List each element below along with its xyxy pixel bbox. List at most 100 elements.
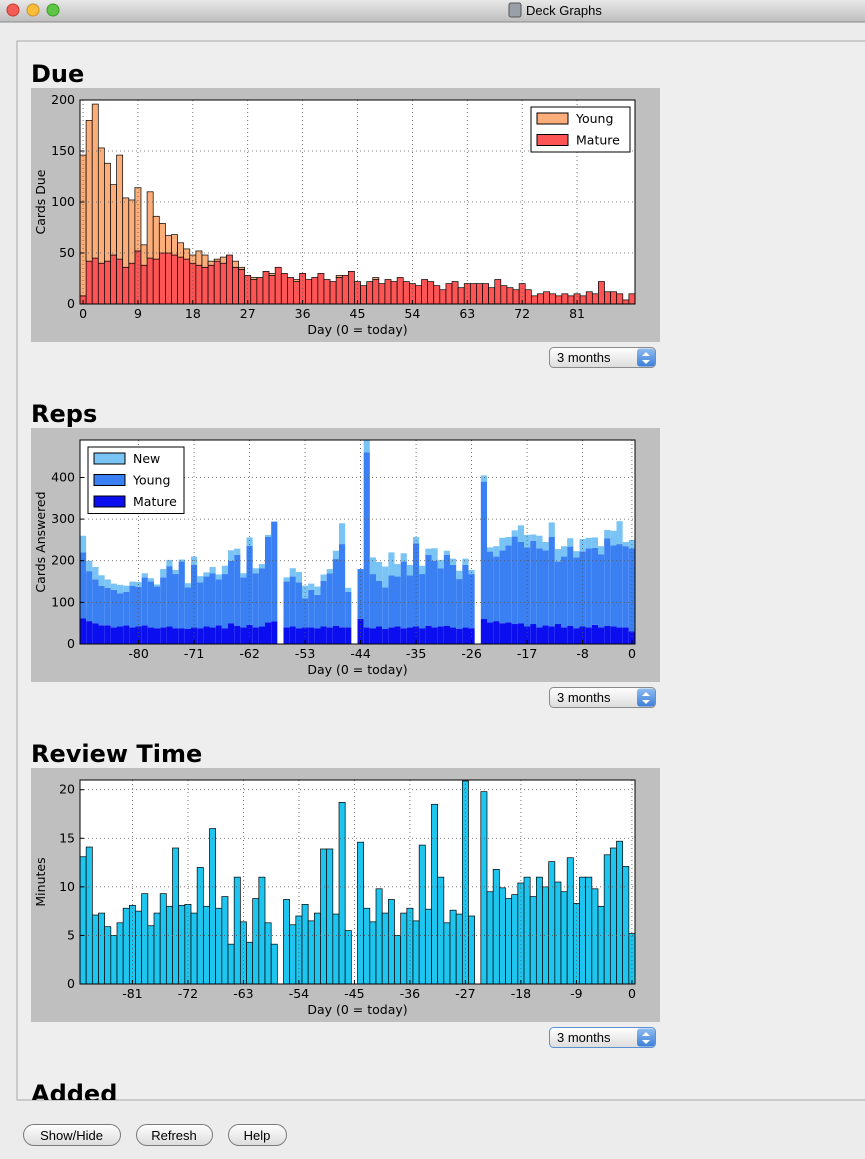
bar: [591, 547, 598, 625]
dropdown-arrows[interactable]: [637, 688, 655, 707]
period-dropdown[interactable]: 3 months: [549, 687, 656, 708]
arrow-icon: [642, 692, 650, 704]
x-tick-label: -44: [350, 646, 370, 661]
bar: [372, 279, 380, 305]
bar: [573, 551, 580, 558]
button-label[interactable]: Help: [244, 1128, 271, 1143]
bar: [203, 576, 210, 627]
dropdown-arrows[interactable]: [637, 348, 655, 367]
bar: [197, 628, 204, 644]
bar: [314, 586, 321, 595]
dropdown-box[interactable]: [549, 1027, 656, 1048]
period-dropdown[interactable]: 3 months: [549, 1027, 656, 1048]
bar: [256, 277, 264, 305]
bar: [628, 293, 636, 305]
bar: [524, 289, 532, 305]
bar: [271, 621, 278, 644]
button[interactable]: [228, 1124, 287, 1146]
bar: [104, 926, 112, 985]
bar: [524, 534, 531, 548]
bar: [221, 628, 228, 644]
button-label[interactable]: Show/Hide: [40, 1128, 103, 1143]
x-tick-label: -8: [576, 646, 589, 661]
bar: [92, 579, 99, 624]
bar: [86, 571, 93, 622]
bar: [494, 279, 502, 305]
close-button[interactable]: [6, 3, 20, 17]
y-tick-label: 300: [51, 511, 75, 526]
x-tick-label: -81: [122, 986, 142, 1001]
bar: [567, 295, 575, 305]
bar: [369, 628, 376, 644]
content: Due 3 months Reps 3 months Review Time 3 mont…: [31, 60, 660, 1100]
bar: [597, 905, 605, 985]
bar: [424, 908, 432, 985]
button[interactable]: [136, 1124, 213, 1146]
zoom-button[interactable]: [46, 3, 60, 17]
bar: [505, 537, 512, 546]
bar: [158, 223, 166, 254]
y-tick-label: 15: [59, 830, 75, 845]
x-axis-label: Day (0 = today): [307, 662, 407, 677]
bar: [572, 903, 580, 985]
x-tick-label: 63: [459, 306, 475, 321]
bar: [456, 570, 463, 580]
bar: [129, 581, 136, 586]
bar: [609, 847, 617, 985]
bar: [308, 583, 315, 590]
y-tick-label: 100: [51, 594, 75, 609]
bar: [98, 575, 105, 586]
bar: [369, 574, 376, 629]
dropdown-arrows[interactable]: [637, 1028, 655, 1047]
bar: [227, 943, 235, 985]
bar: [536, 627, 543, 644]
bar: [244, 275, 252, 305]
bar: [480, 475, 487, 482]
bar: [335, 277, 343, 305]
x-tick-label: 72: [514, 306, 530, 321]
bar: [209, 573, 216, 628]
bar: [542, 550, 549, 626]
bar: [433, 285, 441, 305]
legend-swatch: [93, 495, 126, 508]
bar: [561, 556, 568, 628]
dropdown-box[interactable]: [549, 347, 656, 368]
bar: [604, 625, 611, 644]
bar: [554, 881, 562, 985]
period-dropdown[interactable]: 3 months: [549, 347, 656, 368]
bar: [117, 584, 124, 594]
bar: [104, 625, 111, 644]
dropdown-box[interactable]: [549, 687, 656, 708]
bar: [579, 626, 586, 644]
bar: [326, 569, 333, 574]
bar: [554, 549, 561, 562]
title-bar: [0, 0, 865, 22]
bar: [116, 258, 124, 305]
bar: [339, 544, 346, 628]
bar: [154, 628, 161, 644]
bar: [400, 553, 407, 562]
bar: [154, 584, 161, 587]
bar: [579, 876, 587, 985]
bar: [202, 905, 210, 985]
bar: [332, 559, 339, 626]
bar: [450, 627, 457, 644]
x-tick-label: -26: [461, 646, 481, 661]
bar: [406, 627, 413, 644]
bar: [363, 452, 370, 628]
bar: [295, 628, 302, 644]
x-tick-label: -18: [511, 986, 531, 1001]
button[interactable]: [23, 1124, 121, 1146]
bar: [511, 624, 518, 644]
minimize-button[interactable]: [26, 3, 40, 17]
bar: [505, 898, 513, 985]
chart: 0 50 100 150 200 0 9 18 27 36 45 54 63 72 81 Day (0 = t…: [31, 88, 660, 342]
bar: [283, 627, 290, 644]
bar: [221, 574, 228, 629]
button-label[interactable]: Refresh: [151, 1128, 197, 1143]
bar: [190, 912, 198, 985]
bar: [85, 120, 93, 262]
x-tick-label: -71: [184, 646, 204, 661]
bar: [302, 585, 309, 599]
bar: [160, 569, 167, 578]
